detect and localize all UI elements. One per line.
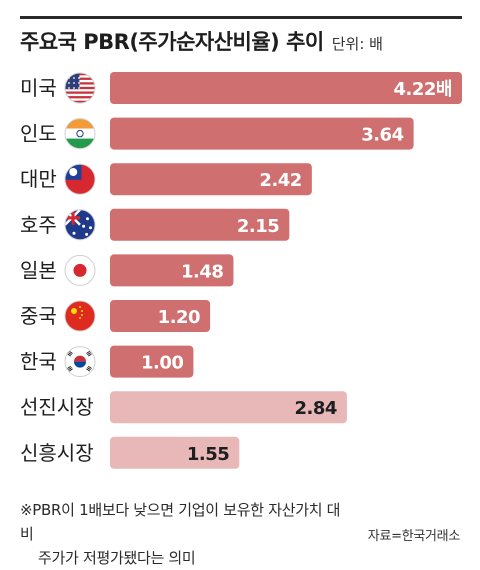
bar [110,163,312,196]
category-label: 신흥시장 [20,441,94,465]
bar [110,391,347,424]
footnote-line-1: ※PBR이 1배보다 낮으면 기업이 보유한 자산가치 대비 [20,501,341,543]
value-label: 2.84 [294,398,336,419]
bar-row: 일본 1.48 [20,254,234,287]
unit-label: 단위: 배 [331,35,383,53]
bar [110,254,234,287]
category-label: 선진시장 [20,395,94,419]
india-flag-icon [64,118,96,150]
bar [110,72,462,104]
value-label: 1.48 [181,261,223,282]
category-label: 대만 [20,167,57,191]
korea-flag-icon [64,346,96,378]
bar-row: 호주 2.15 [20,208,290,241]
chart-title: 주요국 PBR(주가순자산비율) 추이 [20,30,324,54]
japan-flag-icon [64,254,96,286]
category-label: 호주 [20,213,57,237]
category-label: 일본 [20,258,57,282]
source-label: 자료=한국거래소 [367,529,461,544]
bar-row: 중국 1.20 [20,300,211,332]
bar [110,436,240,469]
top-rule [20,16,462,19]
chart-header: 주요국 PBR(주가순자산비율) 추이 단위: 배 [20,26,462,62]
category-label: 중국 [20,304,57,328]
bar-row: 신흥시장 1.55 [20,436,240,469]
taiwan-flag-icon [64,163,96,195]
value-label: 1.20 [158,307,200,328]
bar-row: 대만 2.42 [20,163,312,196]
bar-row: 한국 1.00 [20,345,194,378]
value-label: 1.00 [141,353,183,374]
bar [110,208,290,241]
category-label: 한국 [20,350,57,374]
us-flag-icon [64,72,96,104]
bar-row: 선진시장 2.84 [20,391,347,424]
value-label: 1.55 [187,444,229,465]
bar-row: 인도 3.64 [20,117,414,150]
value-label: 3.64 [361,125,403,146]
bar [110,300,211,332]
footnote-line-2: 주가가 저평가됐다는 의미 [38,549,196,567]
value-label: 2.15 [237,216,279,237]
bar [110,345,194,378]
value-label: 4.22배 [394,79,452,100]
category-label: 인도 [20,122,57,146]
bar-row: 미국 4.22배 [20,72,462,104]
australia-flag-icon [64,209,96,241]
bar [110,117,414,150]
footnote: ※PBR이 1배보다 낮으면 기업이 보유한 자산가치 대비 주가가 저평가됐다… [20,498,350,570]
category-label: 미국 [20,76,57,100]
china-flag-icon [64,300,96,332]
value-label: 2.42 [259,170,301,191]
